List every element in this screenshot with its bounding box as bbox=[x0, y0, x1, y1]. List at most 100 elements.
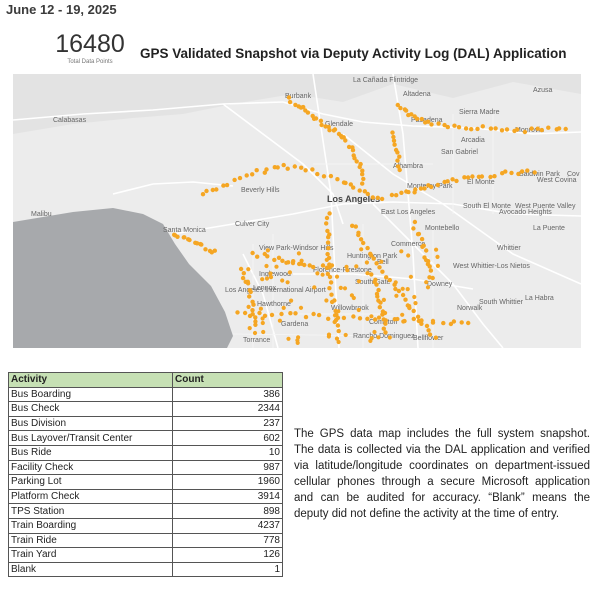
table-row: Bus Ride 10 bbox=[8, 444, 283, 461]
gps-point bbox=[242, 310, 248, 316]
gps-point bbox=[376, 287, 381, 293]
activity-cell: Bus Boarding bbox=[8, 386, 173, 403]
gps-point bbox=[325, 271, 330, 277]
gps-point bbox=[269, 312, 275, 318]
gps-point bbox=[376, 298, 381, 303]
gps-point bbox=[351, 314, 356, 319]
gps-point bbox=[357, 164, 362, 170]
gps-point bbox=[334, 274, 340, 279]
gps-point bbox=[509, 170, 514, 176]
gps-point bbox=[418, 186, 424, 191]
label-inglewood: Inglewood bbox=[259, 271, 291, 278]
table-row: Bus Boarding 386 bbox=[8, 386, 283, 403]
label-baldwin-park: Baldwin Park bbox=[519, 171, 560, 178]
activity-cell: Train Ride bbox=[8, 532, 173, 549]
gps-point bbox=[312, 285, 317, 290]
gps-point bbox=[435, 263, 440, 268]
minor-roads bbox=[232, 114, 494, 348]
gps-point bbox=[375, 195, 380, 200]
gps-point bbox=[451, 319, 457, 324]
gps-point bbox=[250, 308, 255, 313]
gps-point bbox=[329, 292, 334, 297]
count-cell: 778 bbox=[172, 532, 283, 549]
gps-point bbox=[399, 190, 404, 195]
gps-point bbox=[272, 257, 277, 263]
label-west-covina: West Covina bbox=[537, 177, 577, 184]
gps-point bbox=[329, 299, 335, 305]
count-cell: 987 bbox=[172, 459, 283, 476]
gps-point bbox=[408, 274, 413, 279]
gps-point bbox=[535, 126, 540, 131]
gps-point bbox=[327, 286, 332, 291]
gps-point bbox=[430, 318, 436, 323]
gps-point bbox=[365, 271, 370, 276]
label-sierra-madre: Sierra Madre bbox=[459, 109, 500, 116]
gps-point bbox=[411, 226, 416, 231]
gps-point bbox=[369, 336, 374, 341]
gps-point bbox=[303, 168, 308, 173]
gps-point bbox=[280, 278, 285, 283]
gps-point bbox=[281, 305, 286, 310]
gps-point bbox=[356, 307, 361, 313]
count-cell: 3914 bbox=[172, 488, 283, 505]
gps-point bbox=[369, 314, 374, 319]
activity-cell: Parking Lot bbox=[8, 474, 173, 490]
gps-point bbox=[422, 186, 427, 191]
gps-point bbox=[320, 272, 325, 277]
gps-point bbox=[237, 175, 243, 181]
gps-map[interactable]: Calabasas Malibu Burbank Glendale La Cañ… bbox=[13, 74, 581, 348]
gps-point bbox=[327, 211, 332, 216]
table-row: Train Boarding 4237 bbox=[8, 517, 283, 534]
label-south-el-monte: South El Monte bbox=[463, 203, 511, 210]
gps-point bbox=[365, 191, 370, 197]
gps-point bbox=[238, 266, 244, 272]
gps-point bbox=[264, 276, 270, 281]
gps-point bbox=[369, 272, 374, 277]
gps-point bbox=[349, 293, 354, 298]
gps-point bbox=[403, 297, 408, 302]
gps-point bbox=[244, 173, 249, 178]
hills-area bbox=[13, 74, 581, 134]
label-monrovia: Monrovia bbox=[515, 127, 544, 134]
gps-point bbox=[429, 122, 434, 127]
gps-point bbox=[563, 126, 568, 132]
gps-point bbox=[383, 321, 388, 326]
gps-point bbox=[327, 274, 333, 280]
gps-point bbox=[268, 271, 273, 276]
gps-point bbox=[372, 329, 377, 335]
gps-points-layer bbox=[172, 95, 568, 345]
count-cell: 602 bbox=[172, 430, 283, 446]
gps-point bbox=[204, 188, 209, 194]
gps-point bbox=[374, 282, 379, 287]
gps-point bbox=[345, 268, 350, 273]
gps-point bbox=[245, 279, 250, 284]
count-cell: 1 bbox=[172, 561, 283, 578]
gps-point bbox=[287, 270, 292, 275]
gps-point bbox=[454, 178, 459, 184]
gps-point bbox=[395, 102, 400, 108]
gps-point bbox=[246, 304, 251, 309]
label-lax: Los Angeles International Airport bbox=[225, 287, 326, 294]
gps-point bbox=[321, 174, 327, 179]
gps-point bbox=[463, 126, 469, 131]
gps-point bbox=[364, 260, 369, 265]
gps-point bbox=[250, 250, 255, 256]
label-east-la: East Los Angeles bbox=[381, 209, 436, 216]
gps-point bbox=[430, 275, 435, 281]
gps-point bbox=[199, 242, 204, 247]
gps-point bbox=[470, 174, 475, 179]
gps-point bbox=[395, 316, 400, 322]
gps-point bbox=[324, 257, 329, 262]
gps-point bbox=[499, 128, 505, 133]
gps-point bbox=[522, 129, 528, 135]
gps-point bbox=[556, 126, 562, 131]
gps-point bbox=[299, 165, 304, 170]
gps-point bbox=[356, 232, 361, 238]
gps-point bbox=[343, 332, 348, 338]
gps-point bbox=[419, 321, 424, 326]
gps-point bbox=[401, 319, 406, 324]
gps-point bbox=[221, 183, 226, 188]
map-canvas: Calabasas Malibu Burbank Glendale La Cañ… bbox=[13, 74, 581, 348]
gps-point bbox=[379, 196, 385, 202]
gps-point bbox=[319, 122, 324, 128]
